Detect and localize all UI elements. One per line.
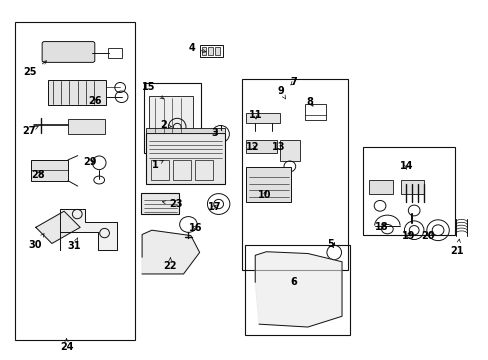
Bar bbox=[246, 167, 291, 202]
Bar bbox=[279, 140, 300, 161]
Polygon shape bbox=[60, 210, 117, 250]
Text: 21: 21 bbox=[449, 239, 463, 256]
Bar bbox=[208, 47, 213, 55]
Text: 19: 19 bbox=[401, 231, 414, 240]
Polygon shape bbox=[36, 211, 80, 243]
Bar bbox=[146, 134, 224, 184]
Text: 13: 13 bbox=[271, 142, 285, 152]
Bar bbox=[172, 160, 191, 180]
Text: 6: 6 bbox=[290, 277, 297, 287]
Text: 12: 12 bbox=[245, 142, 259, 152]
Bar bbox=[143, 83, 201, 153]
Bar bbox=[48, 80, 106, 105]
Bar bbox=[108, 48, 122, 58]
Bar bbox=[245, 245, 349, 335]
FancyBboxPatch shape bbox=[42, 41, 95, 62]
Bar bbox=[215, 47, 220, 55]
Bar bbox=[305, 104, 325, 120]
Text: 22: 22 bbox=[163, 258, 177, 271]
Bar bbox=[146, 129, 224, 134]
Text: 29: 29 bbox=[83, 157, 97, 167]
Bar bbox=[141, 193, 179, 214]
Text: 23: 23 bbox=[162, 199, 183, 210]
Text: 11: 11 bbox=[248, 110, 262, 120]
Text: 1: 1 bbox=[152, 160, 163, 170]
Text: 31: 31 bbox=[67, 238, 81, 251]
Text: 9: 9 bbox=[277, 86, 285, 99]
Text: 8: 8 bbox=[306, 97, 313, 107]
Bar bbox=[246, 140, 276, 153]
Text: 2: 2 bbox=[161, 121, 171, 130]
Text: 16: 16 bbox=[188, 223, 202, 233]
Text: 7: 7 bbox=[289, 77, 296, 87]
Text: 25: 25 bbox=[23, 61, 46, 77]
Bar bbox=[68, 119, 104, 134]
Bar bbox=[362, 147, 454, 234]
Bar bbox=[15, 22, 135, 339]
Bar bbox=[368, 180, 392, 194]
Bar bbox=[149, 96, 193, 134]
Polygon shape bbox=[142, 230, 199, 274]
Text: 14: 14 bbox=[399, 161, 412, 171]
Bar bbox=[201, 47, 206, 55]
Text: 24: 24 bbox=[60, 338, 73, 352]
Text: 27: 27 bbox=[22, 126, 39, 135]
Text: 4: 4 bbox=[188, 44, 205, 53]
Bar bbox=[199, 45, 223, 57]
Text: 10: 10 bbox=[258, 190, 271, 200]
Bar bbox=[151, 160, 169, 180]
Text: 17: 17 bbox=[207, 202, 221, 212]
Text: 28: 28 bbox=[31, 170, 44, 180]
Text: 3: 3 bbox=[211, 128, 218, 138]
Text: 26: 26 bbox=[88, 96, 102, 106]
Text: 20: 20 bbox=[421, 231, 434, 240]
Text: 30: 30 bbox=[28, 234, 44, 249]
Text: 15: 15 bbox=[142, 82, 163, 99]
Bar bbox=[246, 113, 279, 123]
Text: 18: 18 bbox=[374, 222, 388, 231]
Bar bbox=[31, 160, 68, 181]
Polygon shape bbox=[255, 252, 341, 327]
Bar bbox=[400, 180, 424, 194]
Text: 5: 5 bbox=[327, 239, 333, 249]
Bar bbox=[241, 78, 347, 270]
Bar bbox=[194, 160, 213, 180]
